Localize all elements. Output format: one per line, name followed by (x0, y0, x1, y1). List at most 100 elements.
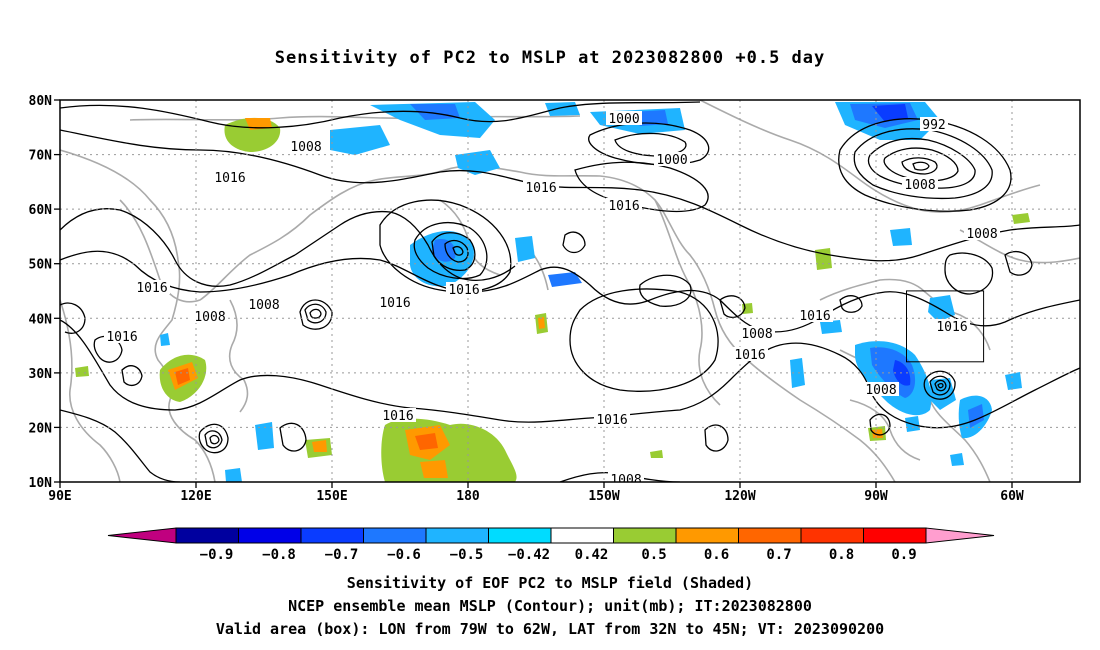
lon-label: 180 (456, 489, 480, 504)
lon-label: 150E (316, 489, 347, 504)
contour-label-bg (288, 139, 324, 153)
colorbar (107, 527, 995, 544)
contour-label: 1016 (734, 348, 765, 363)
lat-label: 70N (29, 149, 53, 164)
colorbar-swatch (238, 527, 302, 544)
contour-label: 1008 (904, 178, 935, 193)
contour-label-bg (246, 297, 282, 311)
lon-label: 90W (864, 489, 888, 504)
contour-label-bg (212, 170, 248, 184)
map-title: Sensitivity of PC2 to MSLP at 2023082800… (274, 48, 826, 68)
map-frame (59, 99, 1081, 483)
colorbar-tick-label: 0.7 (766, 547, 791, 563)
contour-label-bg (608, 472, 644, 482)
colorbar-tick-label: −0.6 (387, 547, 421, 563)
contour-label: 1008 (248, 298, 279, 313)
contour-label-bg (739, 326, 775, 340)
colorbar-swatch (738, 527, 802, 544)
contour-label: 1016 (214, 171, 245, 186)
contour-label-bg (654, 152, 690, 166)
contour-label-bg (606, 198, 642, 212)
contour-label-bg (446, 282, 482, 296)
contour-label: 1016 (799, 309, 830, 324)
contour-label: 1016 (936, 320, 967, 335)
colorbar-tick-label: −0.9 (200, 547, 234, 563)
lat-label: 30N (29, 367, 53, 382)
tick-marks (54, 99, 1013, 488)
contour-label: 1008 (610, 473, 641, 488)
colorbar-tick-label: −0.5 (450, 547, 484, 563)
contour-label: 1008 (966, 227, 997, 242)
colorbar-tick-label: −0.42 (508, 547, 550, 563)
contour-label: 1016 (106, 330, 137, 345)
mslp-contours (60, 101, 1080, 482)
contour-label: 1016 (379, 296, 410, 311)
lon-label: 90E (48, 489, 71, 504)
colorbar-swatch (550, 527, 614, 544)
contour-label: 1000 (656, 153, 687, 168)
contour-label: 1008 (865, 383, 896, 398)
colorbar-swatch (675, 527, 739, 544)
valid-area-box (906, 290, 985, 363)
contour-label: 1016 (448, 283, 479, 298)
caption-contour: NCEP ensemble mean MSLP (Contour); unit(… (288, 597, 812, 615)
colorbar-swatch (363, 527, 427, 544)
latitude-labels: 80N 70N 60N 50N 40N 30N 20N 10N (29, 94, 53, 491)
contour-label: 1008 (741, 327, 772, 342)
colorbar-tick-label: −0.8 (262, 547, 296, 563)
colorbar-tick-label: 0.6 (704, 547, 729, 563)
lon-label: 120E (180, 489, 211, 504)
contour-label: 1008 (194, 310, 225, 325)
lat-label: 20N (29, 421, 53, 436)
contour-labels: 1008 1000 1000 992 1008 1008 1016 1016 1016 1016 1… (104, 111, 1000, 488)
colorbar-tick-label: 0.8 (829, 547, 854, 563)
contour-label-bg (797, 308, 833, 322)
caption-valid-area: Valid area (box): LON from 79W to 62W, L… (215, 620, 885, 638)
graticule (60, 100, 1080, 482)
contour-label-bg (920, 117, 948, 131)
contour-label-bg (732, 347, 768, 361)
lat-label: 80N (29, 94, 53, 109)
lat-label: 60N (29, 203, 53, 218)
caption-shading: Sensitivity of EOF PC2 to MSLP field (Sh… (346, 574, 754, 592)
colorbar-swatch (863, 527, 927, 544)
lat-label: 40N (29, 312, 53, 327)
contour-label-bg (192, 309, 228, 323)
colorbar-swatch (300, 527, 364, 544)
contour-label: 1016 (382, 409, 413, 424)
colorbar-swatch (613, 527, 677, 544)
colorbar-swatch (800, 527, 864, 544)
contour-label-bg (934, 319, 970, 333)
contour-label-bg (964, 226, 1000, 240)
contour-label-bg (134, 280, 170, 294)
contour-label-bg (902, 177, 938, 191)
colorbar-tick-label: 0.9 (891, 547, 916, 563)
contour-label-bg (594, 412, 630, 426)
contour-label: 1000 (608, 112, 639, 127)
longitude-labels: 90E 120E 150E 180 150W 120W 90W 60W (48, 489, 1024, 504)
contour-label-bg (863, 382, 899, 396)
colorbar-tick-label: −0.7 (325, 547, 359, 563)
lon-label: 150W (588, 489, 619, 504)
contour-label: 992 (922, 118, 945, 133)
contour-label-bg (523, 180, 559, 194)
contour-label: 1016 (525, 181, 556, 196)
lat-label: 10N (29, 476, 53, 491)
colorbar-swatch (425, 527, 489, 544)
colorbar-tick-labels: −0.9 −0.8 −0.7 −0.6 −0.5 −0.42 0.42 0.5 0.6 0.7 0.… (200, 547, 917, 563)
colorbar-tick-label: 0.42 (575, 547, 609, 563)
colorbar-tick-label: 0.5 (641, 547, 666, 563)
contour-label: 1016 (596, 413, 627, 428)
lon-label: 60W (1000, 489, 1024, 504)
contour-label-bg (380, 408, 416, 422)
colorbar-swatch (175, 527, 239, 544)
colorbar-swatch (488, 527, 552, 544)
contour-label: 1016 (608, 199, 639, 214)
lat-label: 50N (29, 258, 53, 273)
contour-label: 1008 (290, 140, 321, 155)
contour-label: 1016 (136, 281, 167, 296)
contour-label-bg (606, 111, 642, 125)
contour-label-bg (104, 329, 140, 343)
colorbar-end-left (107, 527, 177, 544)
